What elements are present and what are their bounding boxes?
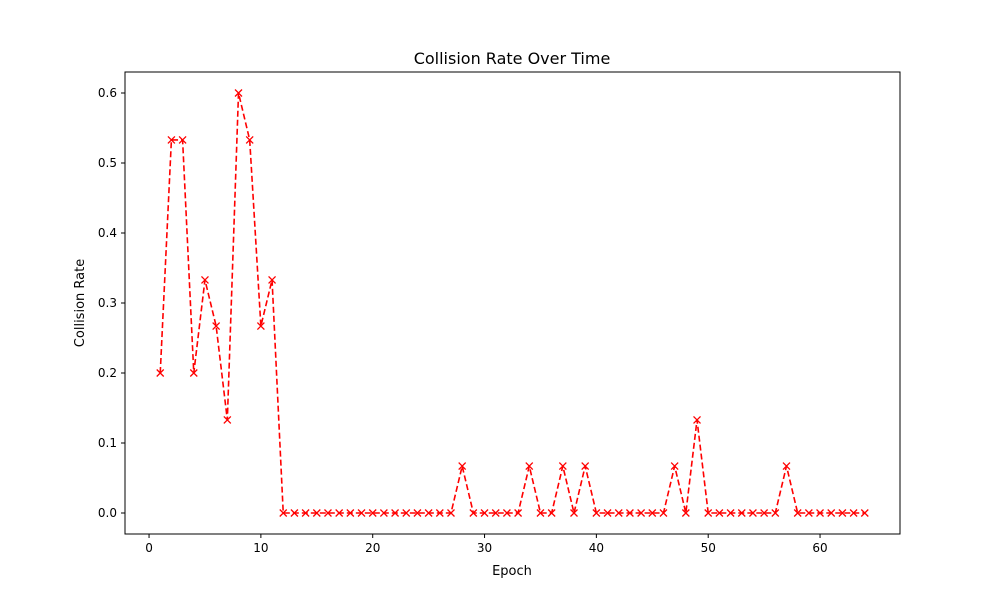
x-tick-label: 50: [701, 541, 716, 555]
chart-title: Collision Rate Over Time: [414, 49, 611, 68]
data-point-marker: [346, 509, 355, 517]
data-point-marker: [827, 509, 836, 517]
y-tick-label: 0.0: [98, 506, 117, 520]
x-tick-label: 40: [589, 541, 604, 555]
data-point-marker: [178, 135, 187, 144]
data-point-marker: [301, 509, 310, 517]
data-point-marker: [312, 509, 321, 517]
data-point-marker: [514, 509, 523, 517]
data-point-marker: [603, 509, 612, 517]
data-point-marker: [447, 509, 455, 517]
data-point-marker: [693, 415, 701, 424]
data-point-marker: [368, 509, 377, 517]
data-point-marker: [570, 509, 578, 517]
x-tick-label: 60: [812, 541, 827, 555]
data-point-marker: [245, 135, 254, 144]
data-point-marker: [782, 462, 791, 471]
data-point-marker: [726, 509, 735, 517]
data-point-marker: [402, 509, 411, 517]
data-point-marker: [335, 509, 344, 517]
data-point-marker: [279, 509, 288, 517]
y-tick-label: 0.1: [98, 436, 117, 450]
data-point-marker: [838, 509, 847, 517]
data-point-marker: [625, 509, 634, 517]
y-axis-label: Collision Rate: [73, 259, 88, 347]
data-point-marker: [156, 369, 165, 377]
data-point-marker: [357, 509, 366, 517]
data-point-marker: [268, 275, 277, 284]
data-point-marker: [234, 89, 243, 97]
x-tick-label: 20: [365, 541, 380, 555]
series-line: [159, 92, 865, 514]
data-point-marker: [804, 509, 813, 517]
data-point-marker: [391, 509, 400, 517]
data-point-marker: [637, 509, 646, 517]
data-point-marker: [223, 415, 232, 424]
data-point-marker: [167, 135, 176, 144]
data-point-marker: [614, 509, 623, 517]
data-point-marker: [849, 509, 858, 517]
plot-area: 0 10 20 30 40 50 60 0.0 0.1 0.2 0.3 0.4 0.5 0.6: [98, 71, 901, 555]
data-point-marker: [324, 509, 332, 517]
data-point-marker: [793, 509, 802, 517]
data-point-marker: [704, 509, 713, 517]
data-point-marker: [670, 462, 679, 471]
data-point-marker: [212, 322, 221, 331]
x-tick-label: 0: [145, 541, 153, 555]
data-point-marker: [290, 509, 299, 517]
data-point-marker: [525, 462, 534, 471]
data-point-marker: [681, 509, 690, 517]
y-tick-label: 0.2: [98, 366, 117, 380]
data-point-marker: [458, 462, 467, 471]
data-point-marker: [502, 509, 511, 517]
data-point-marker: [189, 369, 198, 377]
data-point-marker: [581, 462, 590, 471]
data-point-marker: [558, 462, 567, 471]
x-tick-label: 30: [477, 541, 492, 555]
data-point-marker: [435, 509, 444, 517]
data-point-marker: [256, 322, 265, 331]
data-point-marker: [659, 509, 668, 517]
data-point-marker: [860, 509, 869, 517]
data-point-marker: [748, 509, 757, 517]
y-tick-label: 0.5: [98, 156, 117, 170]
data-point-marker: [491, 509, 500, 517]
y-tick-label: 0.4: [98, 226, 117, 240]
data-point-marker: [715, 509, 724, 517]
y-tick-label: 0.3: [98, 296, 117, 310]
data-point-marker: [536, 509, 545, 517]
data-point-marker: [592, 509, 601, 517]
data-point-marker: [737, 509, 746, 517]
data-point-marker: [648, 509, 657, 517]
data-point-marker: [201, 275, 209, 284]
x-axis-label: Epoch: [492, 564, 532, 579]
data-point-marker: [413, 509, 422, 517]
data-point-marker: [760, 509, 769, 517]
y-tick-label: 0.6: [98, 86, 117, 100]
x-tick-label: 10: [253, 541, 268, 555]
data-point-marker: [771, 509, 780, 517]
data-point-marker: [547, 509, 556, 517]
data-point-marker: [379, 509, 388, 517]
data-point-marker: [480, 509, 489, 517]
data-point-marker: [469, 509, 478, 517]
data-point-marker: [816, 509, 824, 517]
data-point-marker: [424, 509, 433, 517]
